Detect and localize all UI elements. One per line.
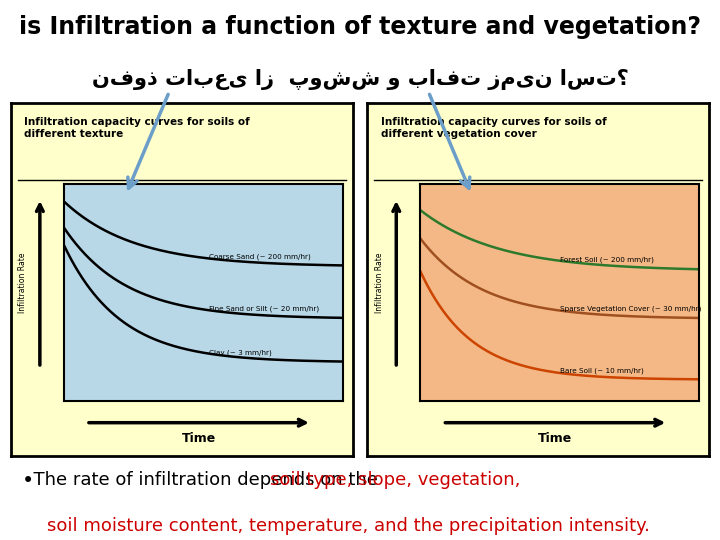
Text: soil moisture content, temperature, and the precipitation intensity.: soil moisture content, temperature, and … (47, 517, 649, 535)
Text: Clay (~ 3 mm/hr): Clay (~ 3 mm/hr) (209, 349, 271, 356)
Text: Coarse Sand (~ 200 mm/hr): Coarse Sand (~ 200 mm/hr) (209, 253, 310, 260)
Text: Time: Time (538, 432, 572, 445)
Text: Sparse Vegetation Cover (~ 30 mm/hr): Sparse Vegetation Cover (~ 30 mm/hr) (559, 306, 701, 312)
Text: نفوذ تابعی از  پوشش و بافت زمین است؟: نفوذ تابعی از پوشش و بافت زمین است؟ (91, 69, 629, 90)
Text: Forest Soil (~ 200 mm/hr): Forest Soil (~ 200 mm/hr) (559, 257, 654, 264)
Text: is Infiltration a function of texture and vegetation?: is Infiltration a function of texture an… (19, 15, 701, 39)
Text: Infiltration capacity curves for soils of
different texture: Infiltration capacity curves for soils o… (24, 117, 251, 139)
Text: Fine Sand or Silt (~ 20 mm/hr): Fine Sand or Silt (~ 20 mm/hr) (209, 306, 319, 312)
Text: Time: Time (181, 432, 216, 445)
Text: Infiltration Rate: Infiltration Rate (374, 253, 384, 313)
Text: Bare Soil (~ 10 mm/hr): Bare Soil (~ 10 mm/hr) (559, 367, 644, 374)
Text: •: • (22, 471, 34, 491)
Text: The rate of infiltration depends on the: The rate of infiltration depends on the (22, 471, 383, 489)
Text: soil type, slope, vegetation,: soil type, slope, vegetation, (269, 471, 520, 489)
Text: Infiltration Rate: Infiltration Rate (18, 253, 27, 313)
Text: Infiltration capacity curves for soils of
different vegetation cover: Infiltration capacity curves for soils o… (381, 117, 607, 139)
